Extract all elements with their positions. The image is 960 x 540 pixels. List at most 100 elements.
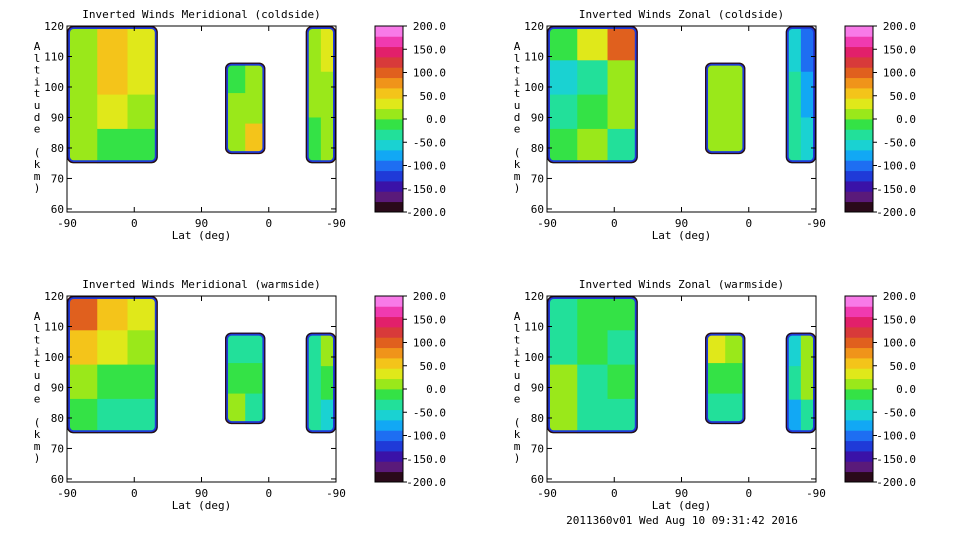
heatmap-cell: [225, 93, 246, 125]
colorbar-swatch: [845, 337, 873, 349]
contour-edge: [225, 332, 266, 425]
y-tick-label: 70: [51, 442, 64, 455]
y-tick-label: 60: [51, 473, 64, 486]
colorbar-swatch: [845, 430, 873, 442]
heatmap-cell: [97, 94, 129, 130]
colorbar-swatch: [845, 57, 873, 68]
colorbar-swatch: [845, 389, 873, 400]
heatmap-cell: [607, 26, 638, 61]
heatmap-cell: [577, 398, 609, 434]
x-axis-label: Lat (deg): [652, 499, 712, 512]
heatmap-cell: [225, 62, 246, 94]
y-tick-label: 110: [524, 50, 544, 63]
colorbar-swatch: [845, 201, 873, 213]
colorbar-swatch: [845, 327, 873, 338]
colorbar-swatch: [845, 108, 873, 120]
heatmap-cell: [305, 71, 322, 119]
heatmap-cell: [225, 393, 246, 425]
chart-title: Inverted Winds Zonal (coldside): [579, 8, 784, 21]
colorbar-swatch: [375, 57, 403, 68]
data-region: [705, 62, 746, 155]
heatmap-cell: [245, 393, 266, 425]
heatmap-cell: [305, 399, 322, 434]
colorbar-label: 150.0: [883, 313, 916, 326]
colorbar-label: 0.0: [426, 383, 446, 396]
colorbar-label: 200.0: [883, 290, 916, 303]
x-tick-label: 90: [195, 217, 208, 230]
heatmap-cell: [547, 60, 578, 96]
colorbar-swatch: [845, 296, 873, 307]
footer-timestamp: 2011360v01 Wed Aug 10 09:31:42 2016: [566, 514, 798, 527]
heatmap-cell: [245, 363, 266, 395]
colorbar-label: -200.0: [876, 476, 916, 489]
contour-edge: [785, 26, 816, 164]
colorbar-swatch: [845, 160, 873, 172]
colorbar-swatch: [375, 409, 403, 421]
colorbar-swatch: [375, 316, 403, 328]
heatmap-cell: [127, 398, 158, 434]
heatmap-cell: [725, 62, 746, 94]
y-tick-label: 110: [44, 50, 64, 63]
heatmap-cell: [725, 363, 746, 395]
heatmap-cell: [577, 26, 609, 61]
heatmap-cell: [800, 117, 816, 164]
heatmap-cell: [67, 330, 98, 366]
colorbar-swatch: [375, 378, 403, 390]
heatmap-cell: [127, 94, 158, 130]
colorbar-swatch: [845, 77, 873, 89]
contour-edge: [67, 296, 158, 434]
data-region: [67, 26, 158, 164]
colorbar-swatch: [375, 451, 403, 462]
colorbar-swatch: [845, 378, 873, 390]
colorbar-swatch: [375, 368, 403, 380]
heatmap-cell: [705, 332, 726, 364]
colorbar-label: -150.0: [406, 453, 446, 466]
heatmap-cell: [577, 94, 609, 130]
data-region: [547, 26, 638, 164]
heatmap-cell: [725, 93, 746, 125]
heatmap-cell: [127, 60, 158, 96]
heatmap-cell: [547, 398, 578, 434]
x-tick-label: 0: [265, 487, 272, 500]
colorbar-swatch: [845, 409, 873, 421]
colorbar-label: 50.0: [890, 360, 917, 373]
heatmap-cell: [785, 117, 802, 164]
colorbar-swatch: [375, 399, 403, 411]
x-tick-label: 0: [131, 487, 138, 500]
colorbar-label: 200.0: [413, 290, 446, 303]
colorbar-swatch: [375, 461, 403, 473]
x-axis-label: Lat (deg): [172, 499, 232, 512]
colorbar-swatch: [375, 108, 403, 120]
x-tick-label: 90: [195, 487, 208, 500]
colorbar-label: 150.0: [413, 313, 446, 326]
heatmap-cell: [547, 364, 578, 400]
colorbar-label: 100.0: [413, 67, 446, 80]
y-tick-label: 100: [44, 81, 64, 94]
colorbar-swatch: [845, 440, 873, 452]
colorbar-label: -50.0: [413, 406, 446, 419]
colorbar-label: 150.0: [413, 43, 446, 56]
x-tick-label: 90: [675, 217, 688, 230]
heatmap-cell: [577, 296, 609, 331]
heatmap-cell: [800, 26, 816, 73]
heatmap-cell: [607, 60, 638, 96]
x-tick-label: 0: [131, 217, 138, 230]
heatmap-cell: [547, 94, 578, 130]
y-tick-label: 120: [44, 20, 64, 33]
heatmap-cell: [67, 398, 98, 434]
contour-edge: [705, 332, 746, 425]
heatmap-cell: [577, 364, 609, 400]
colorbar-swatch: [375, 46, 403, 58]
heatmap-cell: [785, 26, 802, 73]
heatmap-cell: [97, 398, 129, 434]
heatmap-cell: [607, 94, 638, 130]
heatmap-cell: [547, 330, 578, 366]
x-tick-label: 0: [745, 217, 752, 230]
heatmap-cell: [97, 26, 129, 61]
colorbar-label: 100.0: [413, 337, 446, 350]
x-axis-label: Lat (deg): [172, 229, 232, 242]
colorbar-swatch: [845, 119, 873, 130]
heatmap-cell: [607, 128, 638, 164]
